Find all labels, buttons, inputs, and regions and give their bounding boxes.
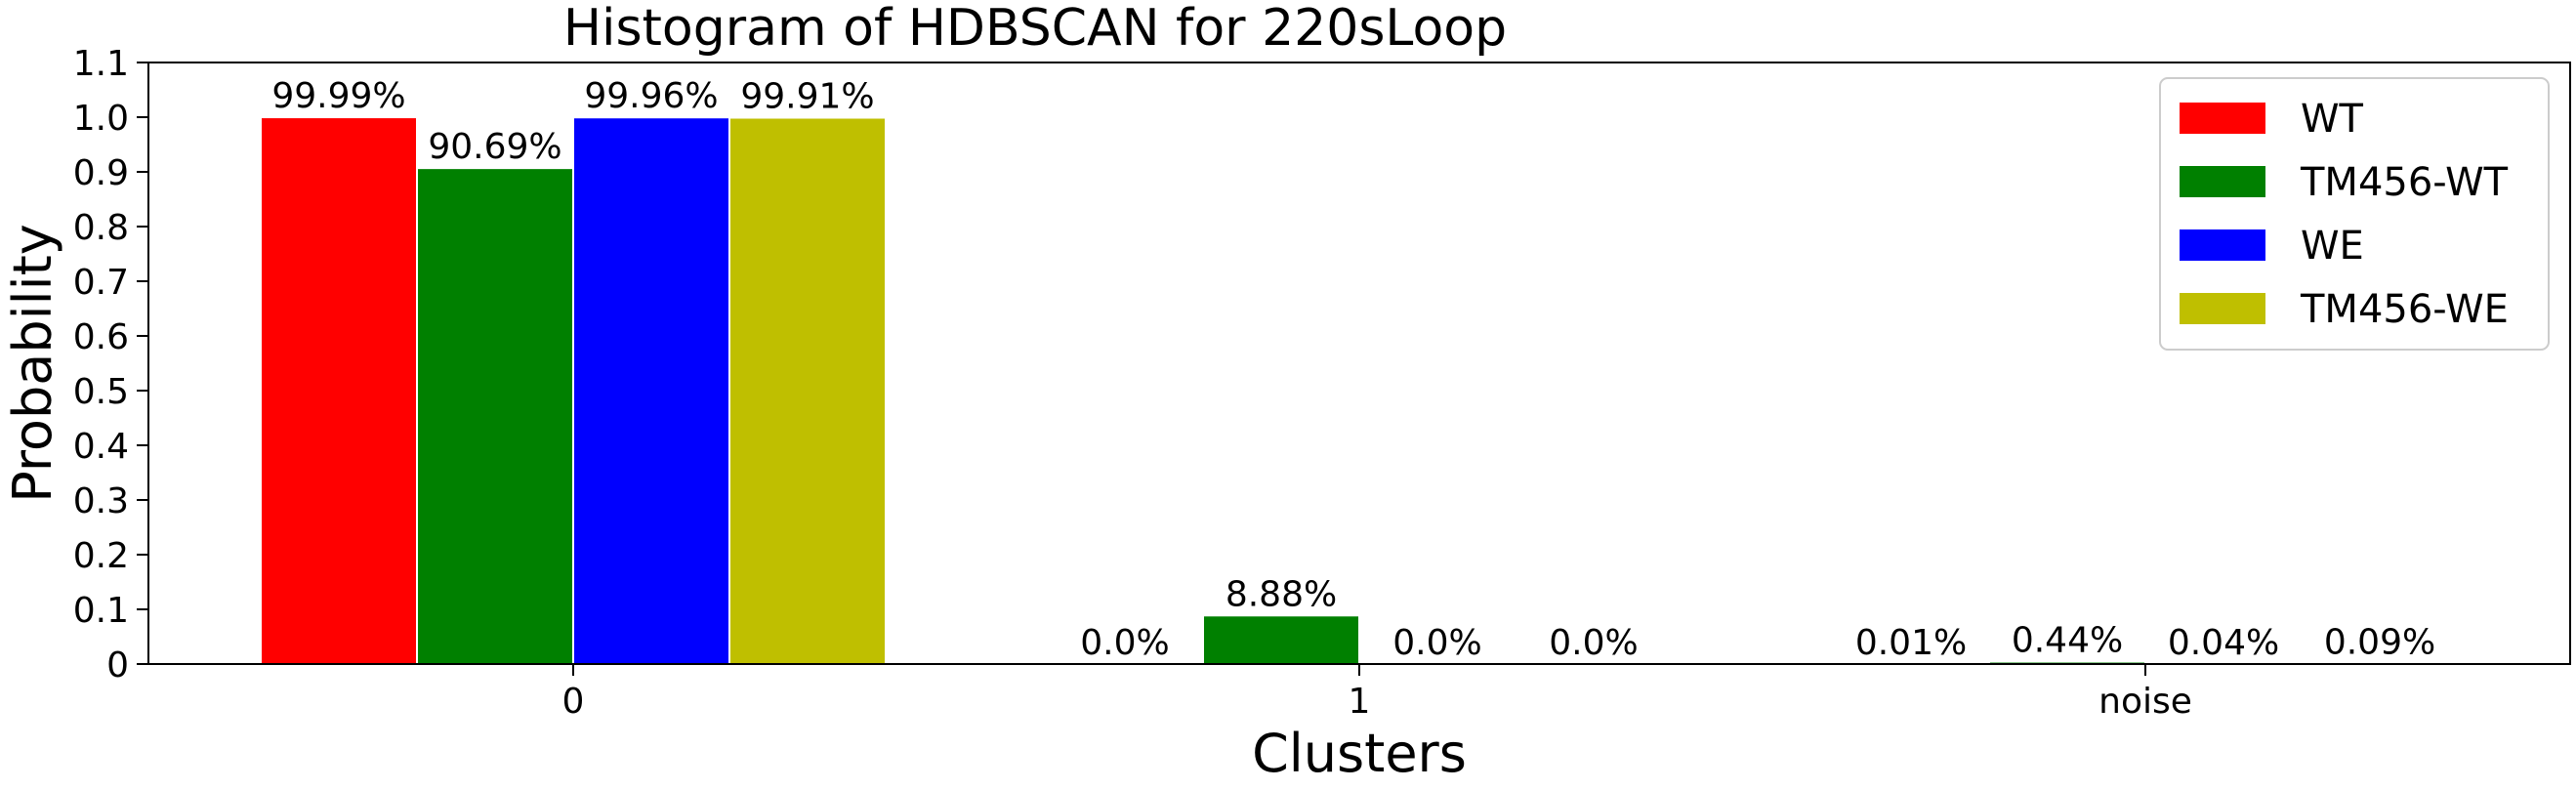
data-label: 8.88%: [1226, 574, 1337, 614]
x-tick-label: 0: [562, 682, 585, 722]
data-label: 99.96%: [584, 76, 718, 116]
y-tick-label: 0.4: [73, 427, 129, 467]
x-tick-label: 1: [1349, 682, 1371, 722]
legend-frame: [2159, 77, 2550, 351]
data-label: 0.0%: [1549, 623, 1638, 663]
data-labels: 99.99% 0.0% 0.01% 90.69% 8.88% 0.44% 99.96% 0.0…: [271, 76, 2435, 663]
y-tick-label: 0.2: [73, 536, 129, 576]
y-tick-label: 0.6: [73, 317, 129, 357]
legend-swatch-tm456-wt: [2180, 166, 2265, 197]
x-axis-label: Clusters: [1252, 723, 1467, 784]
x-tick-label: noise: [2098, 682, 2192, 722]
legend-swatch-tm456-we: [2180, 293, 2265, 324]
data-label: 99.91%: [740, 77, 874, 117]
chart-title: Histogram of HDBSCAN for 220sLoop: [563, 0, 1507, 58]
data-label: 0.09%: [2324, 622, 2435, 662]
y-tick-label: 1.1: [73, 44, 129, 84]
y-tick-label: 0.7: [73, 263, 129, 303]
x-axis-ticks: 0 1 noise: [562, 664, 2192, 722]
plot-frame: [147, 62, 2571, 665]
legend-label-tm456-wt: TM456-WT: [2300, 160, 2509, 205]
data-label: 0.44%: [2012, 621, 2123, 661]
y-tick-label: 1.0: [73, 99, 129, 139]
legend-swatch-wt: [2180, 103, 2265, 134]
bar-tm456-wt-cluster-1: [1202, 614, 1360, 665]
bar-wt-cluster-0: [260, 116, 418, 665]
y-tick-label: 0: [106, 645, 129, 686]
bar-we-cluster-0: [572, 116, 730, 665]
legend-label-tm456-we: TM456-WE: [2300, 287, 2509, 332]
y-tick-label: 0.9: [73, 153, 129, 193]
data-label: 0.04%: [2168, 623, 2279, 663]
y-axis-ticks: 0 0.1 0.2 0.3 0.4 0.5 0.6 0.7 0.8 0.9 1.0 1.1: [73, 44, 148, 686]
data-label: 0.0%: [1392, 623, 1481, 663]
y-tick-label: 0.3: [73, 481, 129, 521]
legend: WT TM456-WT WE TM456-WE: [2159, 77, 2550, 351]
data-label: 99.99%: [271, 76, 405, 116]
data-label: 0.0%: [1080, 623, 1169, 663]
y-tick-label: 0.5: [73, 372, 129, 412]
data-label: 0.01%: [1855, 623, 1967, 663]
bar-tm456-we-cluster-0: [728, 116, 887, 665]
legend-label-we: WE: [2301, 224, 2364, 269]
y-axis-label: Probability: [2, 224, 63, 502]
bars-group: [260, 116, 2459, 666]
bar-tm456-wt-cluster-0: [416, 167, 574, 666]
legend-label-wt: WT: [2301, 97, 2364, 142]
legend-swatch-we: [2180, 229, 2265, 261]
y-tick-label: 0.8: [73, 208, 129, 248]
y-tick-label: 0.1: [73, 591, 129, 631]
data-label: 90.69%: [428, 127, 561, 167]
